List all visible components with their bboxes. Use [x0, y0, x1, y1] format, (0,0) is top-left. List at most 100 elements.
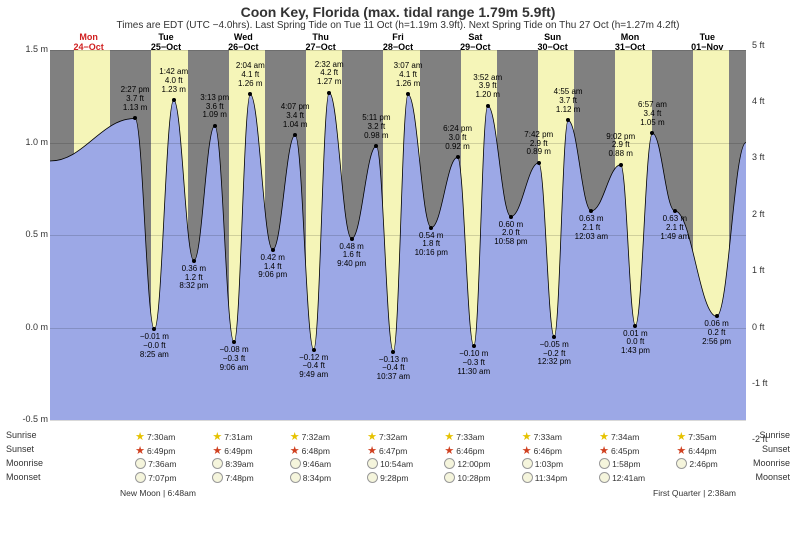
time-value: 9:46am — [303, 459, 331, 469]
tide-point — [213, 124, 217, 128]
moon-icon — [444, 458, 455, 469]
time-value: 9:28pm — [380, 473, 408, 483]
date-header: Sat29−Oct — [437, 32, 514, 52]
tide-label: 3:07 am4.1 ft1.26 m — [394, 62, 423, 88]
y-tick-left: 0.0 m — [0, 322, 52, 332]
time-value: 7:33am — [456, 432, 484, 442]
tide-point — [650, 131, 654, 135]
tide-point — [293, 133, 297, 137]
sunset-icon: ★ — [135, 444, 145, 457]
tide-point — [327, 91, 331, 95]
y-tick-right: 5 ft — [748, 40, 796, 50]
y-tick-right: -1 ft — [748, 378, 796, 388]
date-header: Fri28−Oct — [359, 32, 436, 52]
moonset-cell: 8:34pm — [290, 472, 331, 483]
tide-label: 3:13 pm3.6 ft1.09 m — [200, 94, 229, 120]
moonrise-cell: 1:58pm — [599, 458, 640, 469]
tide-label: 4:07 pm3.4 ft1.04 m — [281, 103, 310, 129]
sunset-icon: ★ — [367, 444, 377, 457]
moon-icon — [676, 458, 687, 469]
tide-label: 2:27 pm3.7 ft1.13 m — [121, 86, 150, 112]
y-axis-left: -0.5 m0.0 m0.5 m1.0 m1.5 m — [0, 50, 48, 420]
time-value: 6:46pm — [456, 446, 484, 456]
time-value: 11:34pm — [535, 473, 567, 483]
row-label-left: Moonset — [6, 472, 41, 482]
row-label-left: Sunset — [6, 444, 34, 454]
moon-icon — [290, 472, 301, 483]
tide-point — [537, 161, 541, 165]
sunrise-icon: ★ — [135, 430, 145, 443]
time-value: 6:49pm — [224, 446, 252, 456]
tide-point — [406, 92, 410, 96]
sunrise-icon: ★ — [290, 430, 300, 443]
y-tick-right: 2 ft — [748, 209, 796, 219]
moonrise-cell: 1:03pm — [522, 458, 563, 469]
tide-point — [472, 344, 476, 348]
time-value: 7:32am — [379, 432, 407, 442]
tide-point — [232, 340, 236, 344]
time-value: 12:00pm — [457, 459, 490, 469]
time-value: 1:03pm — [535, 459, 563, 469]
time-value: 6:46pm — [534, 446, 562, 456]
tide-label: 0.60 m2.0 ft10:58 pm — [494, 221, 527, 247]
date-header: Mon24−Oct — [50, 32, 127, 52]
tide-point — [633, 324, 637, 328]
row-label-left: Sunrise — [6, 430, 37, 440]
moon-icon — [522, 472, 533, 483]
moonrise-cell: 12:00pm — [444, 458, 490, 469]
tide-point — [350, 237, 354, 241]
time-value: 6:45pm — [611, 446, 639, 456]
row-label-right: Moonrise — [753, 458, 790, 468]
time-value: 7:33am — [534, 432, 562, 442]
moonset-cell: 7:48pm — [212, 472, 253, 483]
tide-label: 0.42 m1.4 ft9:06 pm — [258, 254, 287, 280]
time-value: 10:28pm — [457, 473, 490, 483]
tide-label: −0.12 m−0.4 ft9:49 am — [299, 354, 328, 380]
sunrise-icon: ★ — [522, 430, 532, 443]
row-label-left: Moonrise — [6, 458, 43, 468]
sunset-icon: ★ — [676, 444, 686, 457]
y-tick-left: 1.5 m — [0, 44, 52, 54]
tide-label: 0.01 m0.0 ft1:43 pm — [621, 330, 650, 356]
sunrise-cell: ★7:32am — [367, 430, 407, 443]
tide-label: 1:42 am4.0 ft1.23 m — [159, 68, 188, 94]
moon-icon — [367, 472, 378, 483]
sunset-icon: ★ — [212, 444, 222, 457]
row-label-right: Sunrise — [759, 430, 790, 440]
tide-point — [619, 163, 623, 167]
tide-label: −0.13 m−0.4 ft10:37 am — [377, 356, 410, 382]
tide-label: −0.01 m−0.0 ft8:25 am — [140, 333, 169, 359]
tide-label: 0.63 m2.1 ft1:49 am — [660, 215, 689, 241]
tide-point — [715, 314, 719, 318]
tide-point — [589, 209, 593, 213]
time-value: 7:34am — [611, 432, 639, 442]
moon-icon — [212, 472, 223, 483]
sunset-cell: ★6:45pm — [599, 444, 639, 457]
time-value: 7:48pm — [225, 473, 253, 483]
y-axis-right: -2 ft-1 ft0 ft1 ft2 ft3 ft4 ft5 ft — [748, 50, 796, 420]
sunrise-icon: ★ — [444, 430, 454, 443]
date-header: Tue01−Nov — [669, 32, 746, 52]
moon-icon — [135, 472, 146, 483]
gridline — [50, 143, 746, 144]
moonrise-cell: 9:46am — [290, 458, 331, 469]
moonrise-cell: 7:36am — [135, 458, 176, 469]
moonset-cell: 10:28pm — [444, 472, 490, 483]
tide-point — [312, 348, 316, 352]
moonrise-cell: 8:39am — [212, 458, 253, 469]
tide-point — [192, 259, 196, 263]
sunset-icon: ★ — [444, 444, 454, 457]
tide-label: −0.10 m−0.3 ft11:30 am — [457, 350, 490, 376]
tide-label: −0.08 m−0.3 ft9:06 am — [219, 346, 248, 372]
time-value: 7:36am — [148, 459, 176, 469]
sunset-cell: ★6:49pm — [212, 444, 252, 457]
date-header: Tue25−Oct — [127, 32, 204, 52]
moon-icon — [135, 458, 146, 469]
tide-point — [673, 209, 677, 213]
sunrise-cell: ★7:32am — [290, 430, 330, 443]
time-value: 12:41am — [612, 473, 645, 483]
tide-label: 3:52 am3.9 ft1.20 m — [473, 74, 502, 100]
time-value: 6:44pm — [688, 446, 716, 456]
moon-note-left: New Moon | 6:48am — [120, 488, 196, 498]
tide-point — [271, 248, 275, 252]
